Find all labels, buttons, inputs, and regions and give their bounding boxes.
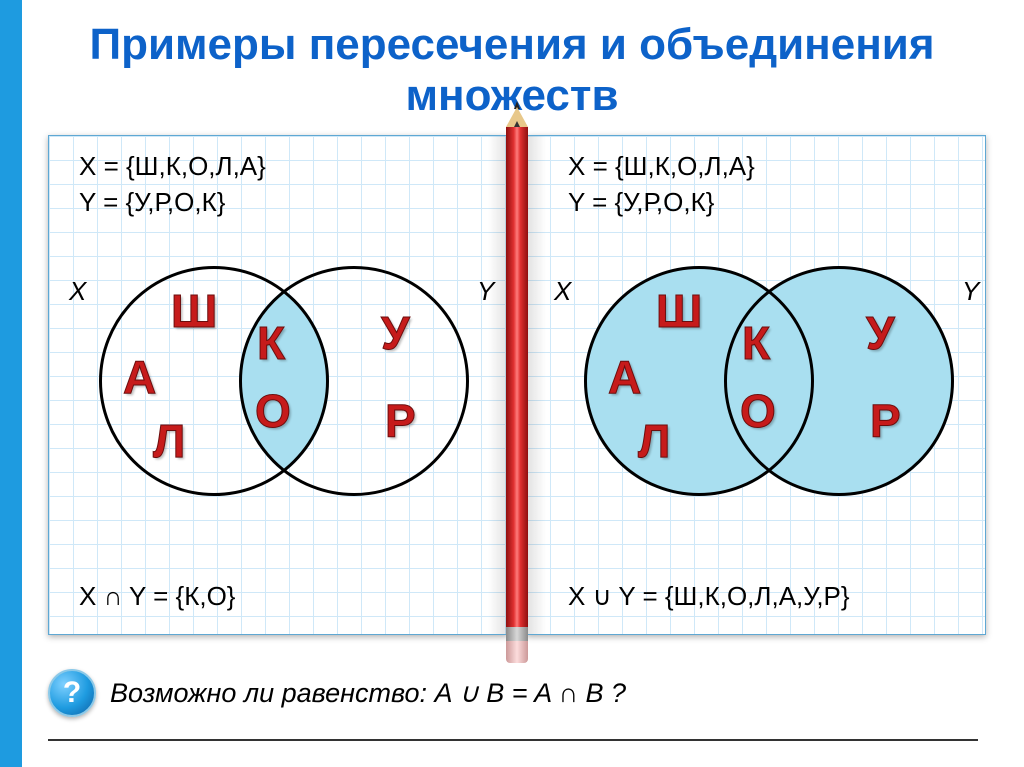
question-text: Возможно ли равенство: A ∪ B = A ∩ B ? (110, 678, 626, 709)
footer-divider (48, 739, 978, 741)
left-set-x: X = {Ш,К,О,Л,А} (79, 148, 266, 184)
letter-a: А (608, 350, 641, 404)
notebook: X = {Ш,К,О,Л,А} Y = {У,Р,О,К} X Y Ш А Л … (48, 135, 986, 645)
right-set-x: X = {Ш,К,О,Л,А} (568, 148, 755, 184)
pencil-tip (506, 107, 528, 127)
pencil-eraser (506, 641, 528, 663)
pencil-ferrule (506, 627, 528, 641)
venn-intersection: X Y Ш А Л К О У Р (89, 246, 479, 536)
left-result: X ∩ Y = {К,О} (79, 581, 235, 612)
circle-y (239, 266, 469, 496)
pencil-body (506, 127, 528, 627)
pencil-divider (506, 107, 528, 663)
letter-r: Р (870, 394, 901, 448)
question-row: ? Возможно ли равенство: A ∪ B = A ∩ B ? (48, 669, 626, 717)
label-y: Y (962, 276, 979, 307)
letter-u: У (381, 306, 410, 360)
letter-l: Л (638, 414, 670, 468)
left-accent-bar (0, 0, 22, 767)
label-y: Y (477, 276, 494, 307)
venn-union: X Y Ш А Л К О У Р (574, 246, 964, 536)
page-shadow (488, 136, 508, 634)
label-x: X (554, 276, 571, 307)
letter-o: О (740, 384, 776, 438)
letter-sh: Ш (656, 284, 702, 338)
letter-u: У (866, 306, 895, 360)
page-shadow (526, 136, 546, 634)
left-set-y: Y = {У,Р,О,К} (79, 184, 266, 220)
letter-k: К (257, 316, 285, 370)
right-set-definitions: X = {Ш,К,О,Л,А} Y = {У,Р,О,К} (568, 148, 755, 221)
letter-sh: Ш (171, 284, 217, 338)
letter-r: Р (385, 394, 416, 448)
letter-k: К (742, 316, 770, 370)
circle-y (724, 266, 954, 496)
letter-a: А (123, 350, 156, 404)
label-x: X (69, 276, 86, 307)
letter-o: О (255, 384, 291, 438)
page-left: X = {Ш,К,О,Л,А} Y = {У,Р,О,К} X Y Ш А Л … (48, 135, 508, 635)
page-right: X = {Ш,К,О,Л,А} Y = {У,Р,О,К} X Y Ш А Л … (526, 135, 986, 635)
question-icon: ? (48, 669, 96, 717)
right-set-y: Y = {У,Р,О,К} (568, 184, 755, 220)
left-set-definitions: X = {Ш,К,О,Л,А} Y = {У,Р,О,К} (79, 148, 266, 221)
letter-l: Л (153, 414, 185, 468)
right-result: X ∪ Y = {Ш,К,О,Л,А,У,Р} (568, 581, 850, 612)
